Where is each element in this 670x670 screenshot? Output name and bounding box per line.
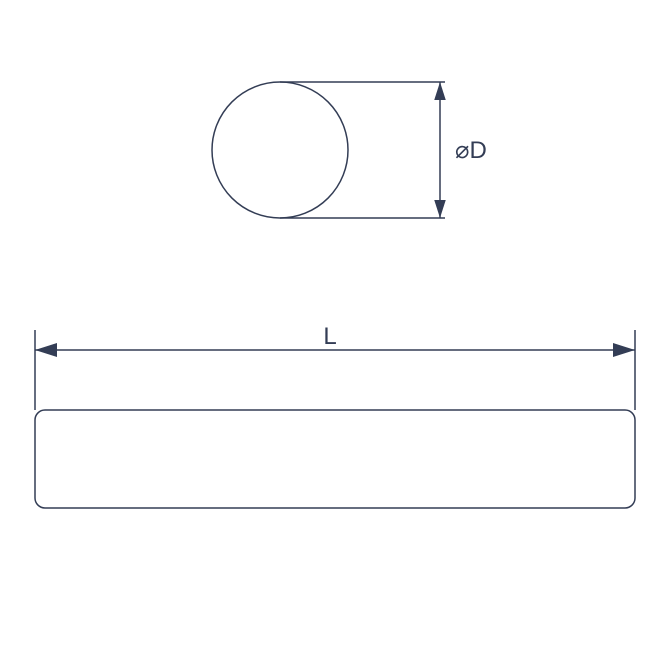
length-label: L (323, 323, 336, 350)
diameter-label: ⌀D (455, 137, 487, 164)
bar-side-view (35, 410, 635, 508)
circle-top-view (212, 82, 348, 218)
technical-drawing: ⌀D L (0, 0, 670, 670)
